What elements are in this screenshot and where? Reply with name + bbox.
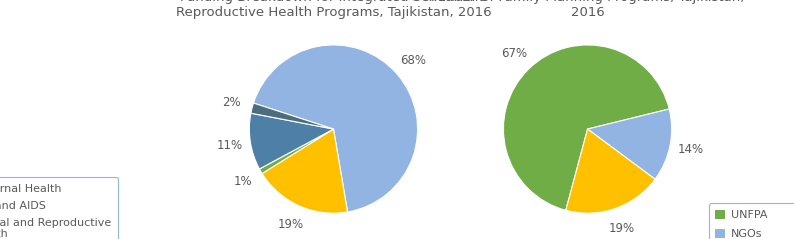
Text: 11%: 11% [217,139,243,152]
Title: Funding Breakdown for Integrated Sexual and
Reproductive Health Programs, Tajiki: Funding Breakdown for Integrated Sexual … [175,0,491,19]
Wedge shape [251,103,333,129]
Wedge shape [566,129,655,213]
Text: 14%: 14% [677,143,703,156]
Title: Funder of Family Planning Programs, Tajikistan,
2016: Funder of Family Planning Programs, Taji… [431,0,744,19]
Wedge shape [253,45,418,212]
Legend: UNFPA, NGOs, Tajik Government: UNFPA, NGOs, Tajik Government [709,203,794,239]
Text: 2%: 2% [222,96,241,109]
Wedge shape [249,113,333,169]
Wedge shape [260,129,333,174]
Text: 67%: 67% [501,47,527,60]
Text: 1%: 1% [233,175,252,188]
Legend: Maternal Health, HIV and AIDS, Sexual and Reproductive
Health, Sexual and Reprod: Maternal Health, HIV and AIDS, Sexual an… [0,177,118,239]
Wedge shape [262,129,348,213]
Wedge shape [588,109,672,179]
Text: 19%: 19% [277,218,303,231]
Text: 19%: 19% [609,222,635,235]
Text: 68%: 68% [400,54,426,67]
Wedge shape [503,45,669,210]
